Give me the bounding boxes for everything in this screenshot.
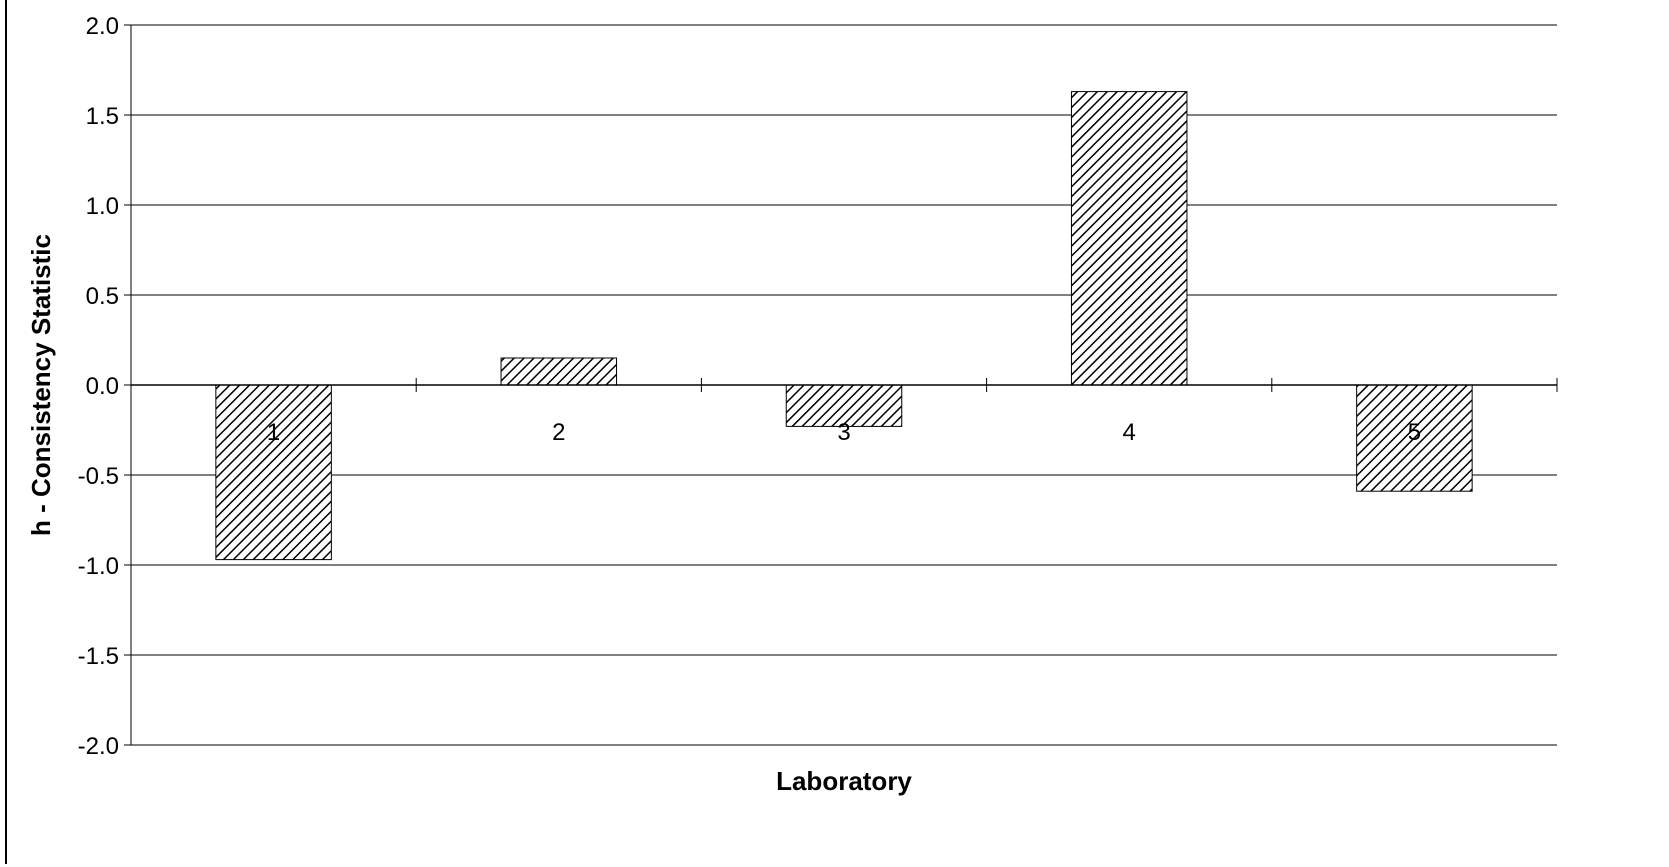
bar <box>215 384 332 561</box>
x-tick-label: 5 <box>1408 419 1421 446</box>
x-tick-label: 4 <box>1123 419 1136 446</box>
y-tick-label: -1.0 <box>78 553 119 580</box>
y-tick-label: -1.5 <box>78 643 119 670</box>
bar <box>785 384 903 427</box>
x-tick-label: 3 <box>837 419 850 446</box>
y-tick-label: -2.0 <box>78 733 119 760</box>
bar <box>1070 91 1188 386</box>
y-tick-label: 0.5 <box>86 283 119 310</box>
y-tick-label: 0.0 <box>86 373 119 400</box>
x-tick-label: 2 <box>552 419 565 446</box>
y-tick-label: 1.5 <box>86 103 119 130</box>
y-tick-label: 1.0 <box>86 193 119 220</box>
y-tick-label: -0.5 <box>78 463 119 490</box>
x-axis-title: Laboratory <box>776 766 912 796</box>
bar <box>1356 384 1473 492</box>
bar <box>500 357 618 386</box>
x-tick-label: 1 <box>267 419 280 446</box>
labels: Laboratory h - Consistency Statistic 2.0… <box>26 13 1421 796</box>
y-tick-label: 2.0 <box>86 13 119 40</box>
gridlines <box>131 24 1557 746</box>
chart-frame <box>5 0 1667 864</box>
y-axis-title: h - Consistency Statistic <box>26 234 56 536</box>
axes <box>124 24 1558 746</box>
bars <box>215 91 1473 561</box>
